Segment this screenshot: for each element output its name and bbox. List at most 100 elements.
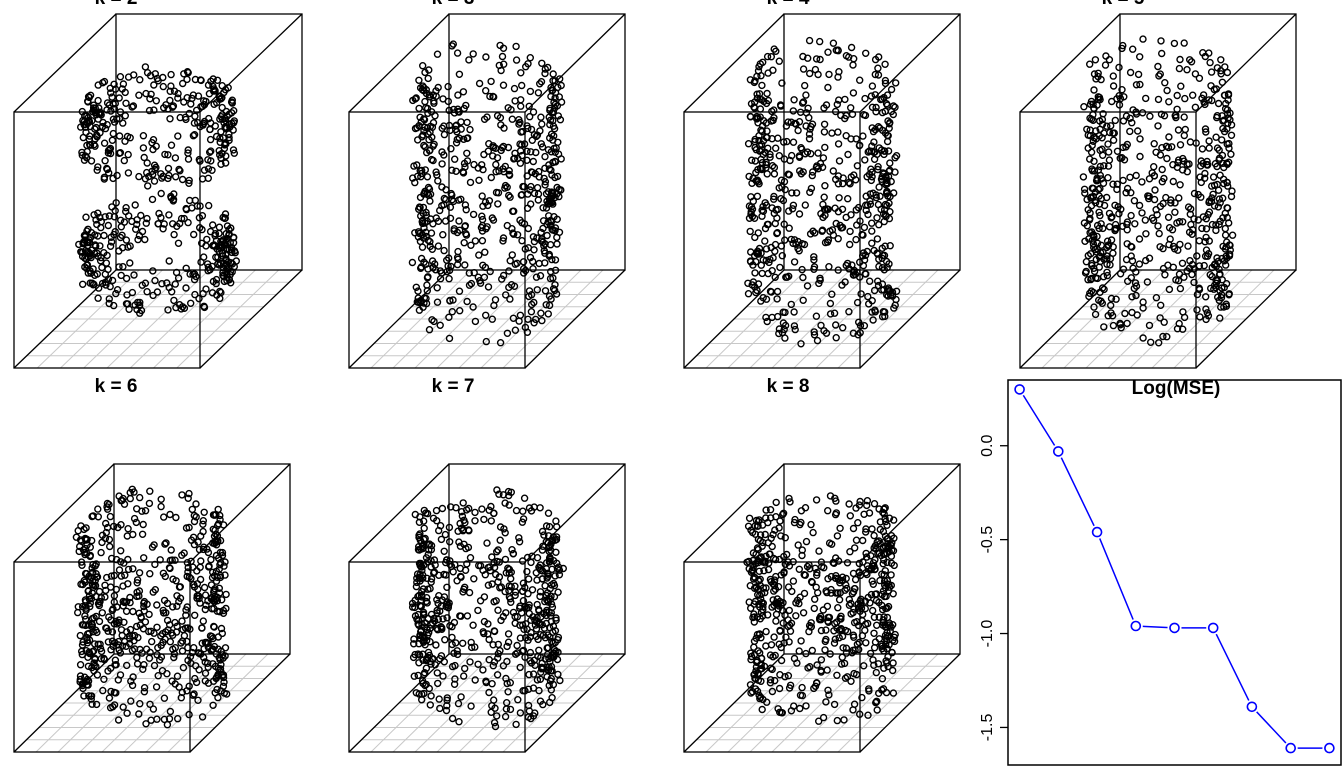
data-point [1216, 187, 1222, 193]
data-point [874, 622, 880, 628]
data-point [535, 185, 541, 191]
data-point [123, 205, 129, 211]
data-point [545, 311, 551, 317]
data-point [1140, 36, 1146, 42]
data-point [201, 509, 207, 515]
data-point [167, 512, 173, 518]
data-point [769, 689, 775, 695]
mse-point [1209, 623, 1218, 632]
data-point [837, 597, 843, 603]
data-point [488, 709, 494, 715]
data-point [456, 719, 462, 725]
data-point [140, 145, 146, 151]
data-point [130, 532, 136, 538]
data-point [416, 77, 422, 83]
data-point [97, 589, 103, 595]
data-point [435, 243, 441, 249]
data-point [1108, 302, 1114, 308]
data-point [507, 258, 513, 264]
data-point [803, 703, 809, 709]
data-point [834, 533, 840, 539]
data-point [822, 121, 828, 127]
data-point [435, 178, 441, 184]
data-point [1092, 57, 1098, 63]
data-point [1181, 133, 1187, 139]
data-point [1196, 75, 1202, 81]
data-point [475, 607, 481, 613]
data-point [441, 248, 447, 254]
data-point [488, 518, 494, 524]
data-point [870, 608, 876, 614]
data-point [132, 202, 138, 208]
data-point [140, 133, 146, 139]
data-point [120, 264, 126, 270]
mse-point [1286, 744, 1295, 753]
data-point [1228, 151, 1234, 157]
data-point [536, 647, 542, 653]
mse-point [1131, 622, 1140, 631]
data-point [816, 548, 822, 554]
data-point [167, 116, 173, 122]
data-point [765, 70, 771, 76]
data-point [488, 175, 494, 181]
data-point [754, 193, 760, 199]
data-point [1194, 253, 1200, 259]
data-point [450, 716, 456, 722]
data-point [458, 694, 464, 700]
data-point [1124, 320, 1130, 326]
data-point [1199, 146, 1205, 152]
panel-title: k = 2 [95, 0, 138, 9]
data-point [777, 264, 783, 270]
data-point [99, 265, 105, 271]
data-point [535, 90, 541, 96]
data-point [1177, 286, 1183, 292]
data-point [1140, 299, 1146, 305]
data-point [782, 237, 788, 243]
data-point [209, 582, 215, 588]
data-point [1152, 187, 1158, 193]
data-point [514, 57, 520, 63]
data-point [1143, 231, 1149, 237]
data-point [1156, 340, 1162, 346]
data-point [495, 547, 501, 553]
data-point [203, 592, 209, 598]
point-cloud [744, 493, 898, 724]
data-point [802, 590, 808, 596]
panel-title: k = 6 [95, 376, 138, 397]
data-point [166, 165, 172, 171]
data-point [94, 672, 100, 678]
data-point [1176, 66, 1182, 72]
data-point [868, 93, 874, 99]
data-point [1158, 38, 1164, 44]
data-point [99, 610, 105, 616]
data-point [876, 264, 882, 270]
scatter-panel: k = 6 [14, 376, 290, 752]
data-point [142, 685, 148, 691]
data-point [148, 717, 154, 723]
data-point [491, 697, 497, 703]
data-point [775, 289, 781, 295]
data-point [1176, 127, 1182, 133]
data-point [179, 618, 185, 624]
data-point [890, 660, 896, 666]
data-point [1097, 147, 1103, 153]
data-point [538, 310, 544, 316]
data-point [1210, 191, 1216, 197]
data-point [1111, 137, 1117, 143]
data-point [871, 533, 877, 539]
data-point [161, 514, 167, 520]
data-point [435, 51, 441, 57]
data-point [468, 555, 474, 561]
data-point [150, 196, 156, 202]
data-point [875, 202, 881, 208]
data-point [488, 78, 494, 84]
data-point [1166, 99, 1172, 105]
data-point [847, 228, 853, 234]
data-point [845, 196, 851, 202]
data-point [142, 237, 148, 243]
data-point [1182, 127, 1188, 133]
data-point [150, 268, 156, 274]
data-point [495, 607, 501, 613]
data-point [145, 183, 151, 189]
data-point [1103, 62, 1109, 68]
